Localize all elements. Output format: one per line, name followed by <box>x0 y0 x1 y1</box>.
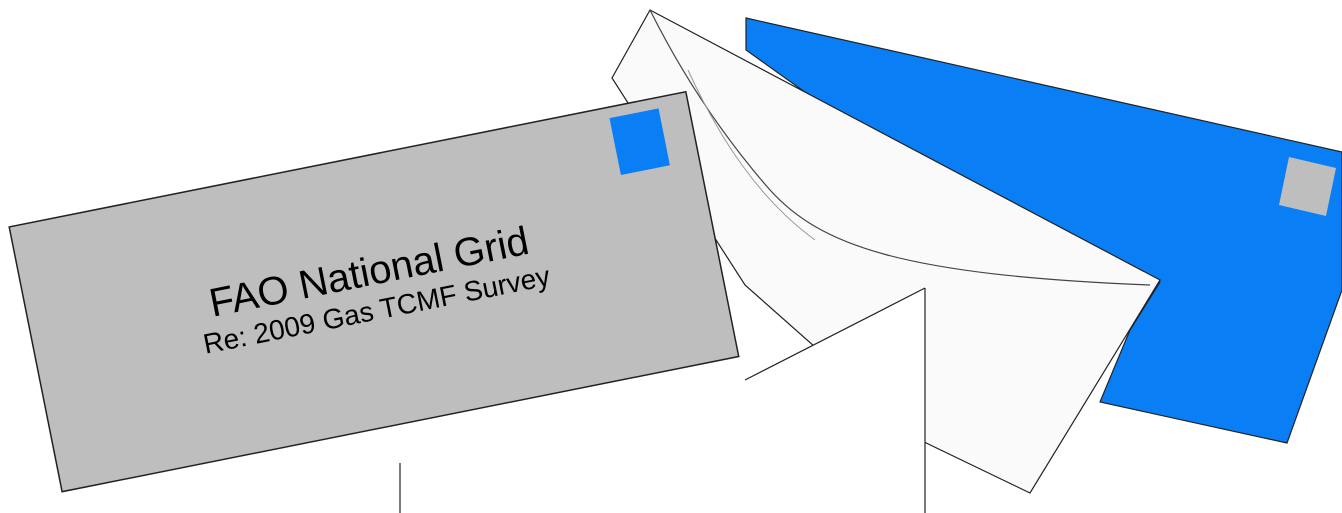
white-envelope-flap-line <box>649 9 1151 286</box>
white-envelope-fold-line <box>687 69 816 241</box>
grey-envelope: FAO National Grid Re: 2009 Gas TCMF Surv… <box>8 90 740 493</box>
grey-envelope-stamp <box>609 108 670 176</box>
grey-envelope-body <box>8 90 740 493</box>
blue-envelope-stamp <box>1279 157 1336 216</box>
white-envelope-front-edge <box>744 287 926 513</box>
white-open-envelope <box>399 9 1161 513</box>
white-envelope-front-sheet <box>400 288 925 513</box>
